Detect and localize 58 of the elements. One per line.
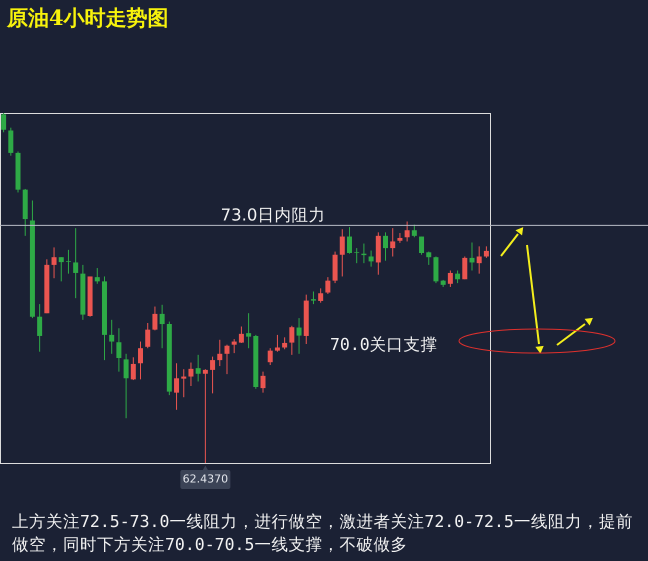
text: 62.4370: [182, 472, 228, 486]
candlestick: [66, 249, 71, 274]
candlestick: [289, 325, 294, 356]
candlestick: [390, 228, 396, 257]
candlestick: [426, 251, 432, 266]
candlestick: [1, 112, 6, 133]
candlestick: [217, 339, 222, 367]
candlestick: [160, 304, 165, 349]
candlestick: [346, 226, 352, 254]
candlestick: [94, 268, 100, 284]
candlestick: [318, 288, 324, 304]
candlestick: [52, 246, 57, 279]
candlestick: [368, 250, 374, 268]
candlestick: [383, 232, 388, 262]
candlestick: [397, 232, 402, 244]
candlestick: [202, 368, 208, 464]
candlestick: [246, 312, 252, 349]
text: 上方关注72.5-73.0一线阻力，进行做空，激进者关注72.0-72.5一线阻力，提前做空，同时下方关注70.0-70.5一线支撑，不破做多: [12, 512, 633, 554]
candlestick: [361, 243, 366, 264]
candlestick: [109, 319, 114, 354]
candlestick: [296, 318, 302, 354]
candlestick: [210, 356, 216, 394]
candlestick: [310, 291, 316, 305]
candlestick: [8, 127, 14, 156]
candlestick: [188, 362, 194, 386]
candlestick: [469, 242, 474, 271]
candlestick: [455, 270, 460, 284]
candlestick: [152, 306, 158, 331]
chart-title: 原油4小时走势图: [6, 5, 169, 30]
candlestick: [404, 221, 410, 242]
candlestick: [268, 348, 273, 366]
candlestick: [476, 246, 482, 274]
candlestick: [138, 341, 144, 380]
candlestick: [130, 356, 136, 381]
candlestick: [224, 344, 230, 375]
candlestick: [124, 353, 129, 419]
candlestick: [145, 322, 150, 349]
candlestick: [325, 276, 330, 294]
candlestick: [340, 228, 345, 277]
annotation: 70.0关口支撑: [330, 335, 438, 354]
candlestick: [484, 246, 489, 258]
candlestick: [174, 362, 180, 410]
candlestick: [73, 228, 78, 299]
candlestick: [260, 371, 266, 394]
candlestick: [116, 328, 122, 372]
candlestick: [419, 236, 424, 256]
candlestick: [181, 368, 186, 398]
candlestick: [448, 270, 453, 288]
candlestick: [462, 256, 468, 280]
candlestick: [274, 334, 280, 352]
candlestick: [196, 354, 201, 382]
candlestick: [282, 336, 288, 350]
candlestick: [232, 338, 237, 354]
ref-line-label: 73.0日内阻力: [220, 205, 326, 224]
candlestick: [58, 256, 64, 282]
candlestick: [412, 224, 417, 238]
candlestick: [238, 326, 244, 344]
candlestick: [37, 304, 42, 352]
